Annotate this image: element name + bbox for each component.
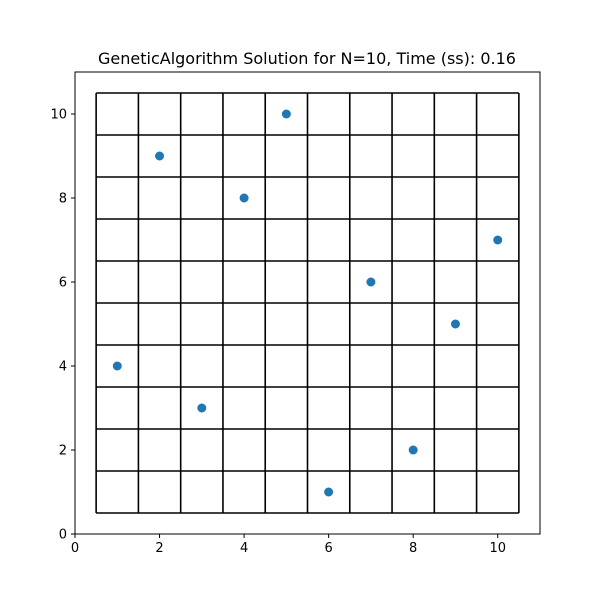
queen-point bbox=[450, 319, 460, 329]
queen-point bbox=[239, 193, 249, 203]
y-axis-ticks: 0 2 4 6 8 10 bbox=[50, 108, 75, 543]
x-tick-label: 8 bbox=[409, 541, 417, 556]
queen-point bbox=[366, 277, 376, 287]
x-axis-ticks: 0 2 4 6 8 10 bbox=[71, 534, 506, 556]
x-tick-label: 6 bbox=[324, 541, 332, 556]
queen-point bbox=[155, 151, 165, 161]
y-tick-label: 6 bbox=[59, 276, 67, 291]
board-grid bbox=[95, 92, 520, 514]
x-tick-label: 10 bbox=[489, 541, 506, 556]
x-tick-label: 0 bbox=[71, 541, 79, 556]
axes-frame bbox=[74, 71, 541, 535]
x-tick-label: 4 bbox=[240, 541, 248, 556]
queen-point bbox=[112, 361, 122, 371]
chart-title: GeneticAlgorithm Solution for N=10, Time… bbox=[98, 49, 516, 68]
y-tick-label: 8 bbox=[59, 192, 67, 207]
queen-point bbox=[197, 403, 207, 413]
queen-point bbox=[281, 109, 291, 119]
x-tick-label: 2 bbox=[155, 541, 163, 556]
y-tick-label: 0 bbox=[59, 528, 67, 543]
queen-points bbox=[112, 109, 503, 497]
y-tick-label: 2 bbox=[59, 444, 67, 459]
queen-point bbox=[408, 445, 418, 455]
y-tick-label: 4 bbox=[59, 360, 67, 375]
queen-point bbox=[324, 487, 334, 497]
y-tick-label: 10 bbox=[50, 108, 67, 123]
queen-point bbox=[493, 235, 503, 245]
